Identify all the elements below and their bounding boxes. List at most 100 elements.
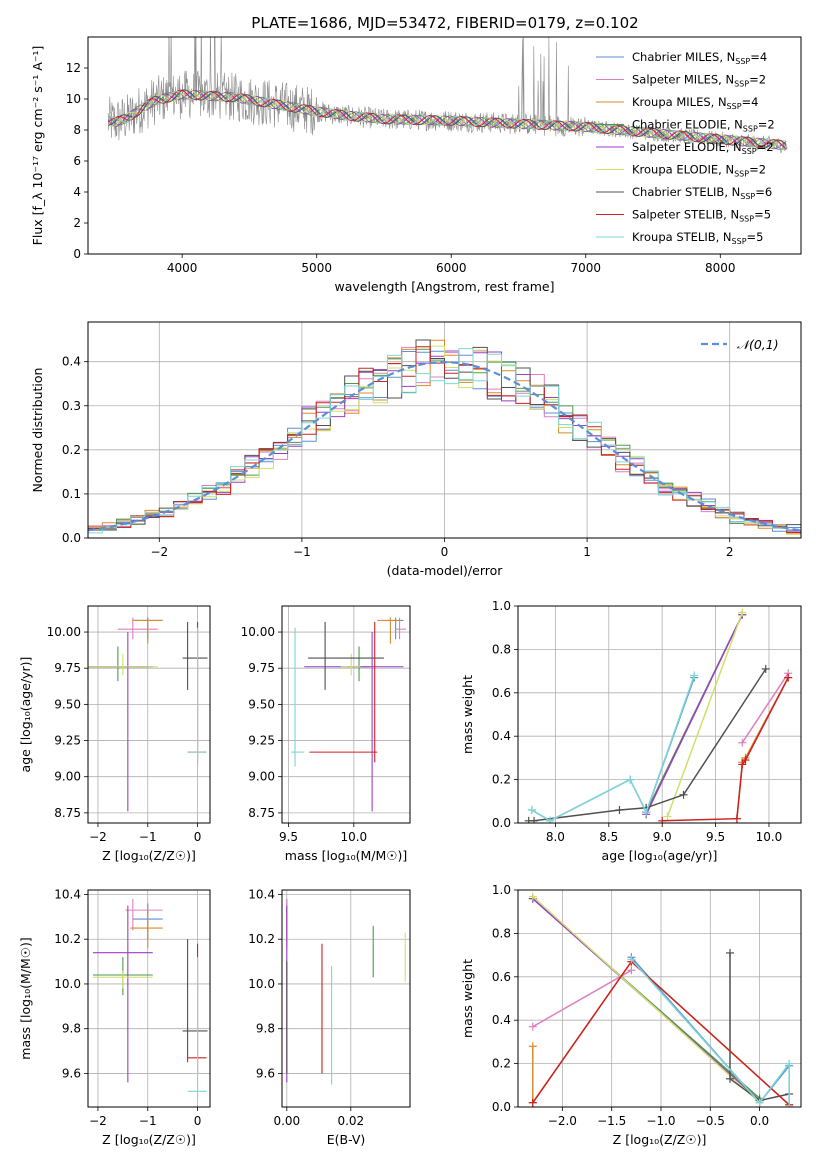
legend-value: =4 xyxy=(750,50,767,64)
y-tick-label: 0.6 xyxy=(492,970,511,984)
x-axis-label: Z [log₁₀(Z/Z☉)] xyxy=(102,1132,196,1147)
y-tick-label: 8.75 xyxy=(54,806,81,820)
weight-marker xyxy=(761,664,770,673)
y-tick-label: 8 xyxy=(73,123,81,137)
x-axis-label: mass [log₁₀(M/M☉)] xyxy=(285,848,407,863)
legend-value: =4 xyxy=(742,95,759,109)
y-tick-label: 9.8 xyxy=(256,1022,275,1036)
y-tick-label: 10.00 xyxy=(241,625,275,639)
legend-value: =2 xyxy=(749,73,766,87)
y-tick-label: 10.2 xyxy=(248,932,275,946)
weight_vs_age-panel: 8.0 8.5 9.0 9.5 10.0 0.0 0.2 0.4 0.6 0.8 1.0 age [l… xyxy=(460,599,802,863)
y-tick-label: 0.2 xyxy=(492,1057,511,1071)
y-tick-label: 9.50 xyxy=(248,697,275,711)
y-tick-label: 10 xyxy=(66,92,81,106)
legend-label-4: Salpeter ELODIE, NSSP=2 xyxy=(632,140,774,156)
normal-reference-curve xyxy=(88,360,801,532)
weight-marker xyxy=(726,948,735,957)
weight-marker xyxy=(528,892,537,901)
y-tick-label: 0.6 xyxy=(492,686,511,700)
legend-value: =5 xyxy=(747,230,764,244)
y-tick-label: 0.2 xyxy=(492,773,511,787)
legend-value: =6 xyxy=(755,185,772,199)
weight-marker xyxy=(679,790,688,799)
axes-frame xyxy=(87,605,211,824)
weight-marker xyxy=(658,816,667,823)
y-tick-label: 0.1 xyxy=(62,487,81,501)
x-tick-label: −1.5 xyxy=(597,1114,626,1128)
weight-marker xyxy=(615,805,624,814)
y-tick-label: 4 xyxy=(73,185,81,199)
model-spectrum-8 xyxy=(108,90,787,151)
spectrum-panel: 4000 5000 6000 7000 8000 0 2 4 6 8 10 12 wavelength … xyxy=(30,36,802,294)
weight-marker xyxy=(663,812,672,821)
y-tick-label: 0.8 xyxy=(492,926,511,940)
y-tick-label: 9.6 xyxy=(256,1066,275,1080)
x-tick-label: 0.00 xyxy=(273,1114,300,1128)
x-tick-label: 0.0 xyxy=(750,1114,769,1128)
figure-title: PLATE=1686, MJD=53472, FIBERID=0179, z=0… xyxy=(251,14,638,32)
x-tick-label: −2 xyxy=(89,1114,107,1128)
residual-histogram-7 xyxy=(88,346,801,533)
errorbar-point-2 xyxy=(132,617,163,644)
errorbar-point-2 xyxy=(377,617,400,644)
y-tick-label: 10.4 xyxy=(248,887,275,901)
x-axis-label: age [log₁₀(age/yr)] xyxy=(602,848,718,863)
age_vs_Z-panel: −2 −1 0 8.75 9.00 9.25 9.50 9.75 10.00 Z [log₁₀(Z… xyxy=(18,605,211,863)
y-tick-label: 0.0 xyxy=(62,531,81,545)
weight-series-1 xyxy=(532,969,632,1028)
model-spectrum-6 xyxy=(108,89,787,149)
errorbar-point-5 xyxy=(92,970,153,989)
axes-frame xyxy=(87,36,802,255)
y-tick-label: 2 xyxy=(73,216,81,230)
weight-marker xyxy=(732,814,741,823)
y-axis-label: mass [log₁₀(M/M☉)] xyxy=(18,937,33,1059)
y-tick-label: 0.2 xyxy=(62,443,81,457)
legend-label-2: Kroupa MILES, NSSP=4 xyxy=(632,95,758,111)
x-tick-label: −1.0 xyxy=(646,1114,675,1128)
y-tick-label: 0.3 xyxy=(62,399,81,413)
model-spectrum-5 xyxy=(107,89,787,149)
x-tick-label: 6000 xyxy=(436,261,467,275)
x-tick-label: 4000 xyxy=(167,261,198,275)
weight-series-2 xyxy=(736,677,789,819)
x-tick-label: −2.0 xyxy=(548,1114,577,1128)
legend-label-normal: 𝒩(0,1) xyxy=(737,337,779,352)
x-tick-label: 9.5 xyxy=(279,830,298,844)
legend-subscript: SSP xyxy=(727,102,742,111)
legend-subscript: SSP xyxy=(743,125,758,134)
legend-label-5: Kroupa ELODIE, NSSP=2 xyxy=(632,163,766,179)
legend-label-0: Chabrier MILES, NSSP=4 xyxy=(632,50,767,66)
y-tick-label: 9.50 xyxy=(54,697,81,711)
legend-subscript: SSP xyxy=(734,170,749,179)
y-tick-label: 9.00 xyxy=(54,770,81,784)
legend-value: =5 xyxy=(754,208,771,222)
y-tick-label: 0.8 xyxy=(492,642,511,656)
x-tick-label: 7000 xyxy=(570,261,601,275)
weight-marker xyxy=(530,816,539,823)
x-tick-label: 9.5 xyxy=(706,830,725,844)
errorbar-point-1 xyxy=(117,617,158,640)
errorbar-point-3 xyxy=(347,646,370,682)
legend-label-1: Salpeter MILES, NSSP=2 xyxy=(632,73,766,89)
weight-series-1 xyxy=(741,672,789,744)
axes-frame xyxy=(281,605,411,824)
weight-marker xyxy=(741,756,750,765)
errorbar-point-7 xyxy=(309,621,378,763)
y-tick-label: 9.8 xyxy=(62,1022,81,1036)
age_vs_mass-panel: 9.5 10.0 8.75 9.00 9.25 9.50 9.75 10.00 mass [lo… xyxy=(241,605,411,863)
weight-series-5 xyxy=(666,612,744,817)
panels: 4000 5000 6000 7000 8000024681012wavelength … xyxy=(18,36,802,1147)
y-tick-label: 9.00 xyxy=(248,770,275,784)
legend-subscript: SSP xyxy=(740,192,755,201)
legend-value: =2 xyxy=(749,163,766,177)
y-tick-label: 10.2 xyxy=(54,932,81,946)
legend-label-8: Kroupa STELIB, NSSP=5 xyxy=(632,230,763,246)
legend-subscript: SSP xyxy=(732,237,747,246)
x-tick-label: 8.5 xyxy=(599,830,618,844)
legend-value: =2 xyxy=(757,140,774,154)
x-tick-label: 1 xyxy=(583,545,591,559)
legend-value: =2 xyxy=(758,118,775,132)
errorbar-point-6 xyxy=(182,621,208,690)
legend-subscript: SSP xyxy=(735,57,750,66)
